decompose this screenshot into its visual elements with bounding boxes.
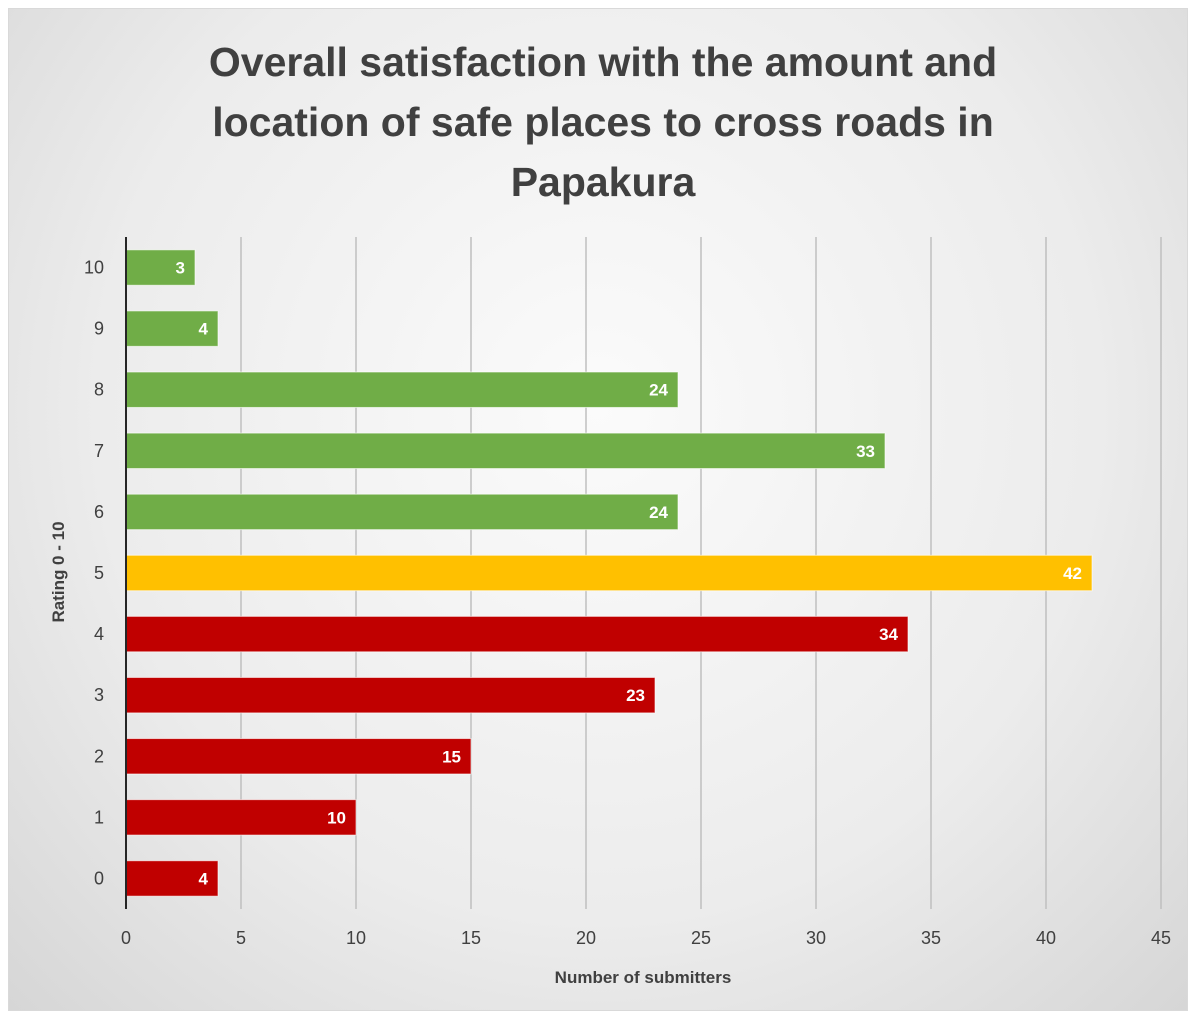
data-label-rating-0: 4 bbox=[199, 869, 209, 888]
bar-rating-6 bbox=[125, 493, 679, 531]
bar-rating-3 bbox=[125, 676, 656, 714]
x-tick-label: 30 bbox=[806, 928, 826, 948]
y-tick-label: 7 bbox=[94, 441, 104, 461]
data-label-rating-10: 3 bbox=[176, 259, 185, 278]
x-axis-title: Number of submitters bbox=[555, 968, 732, 987]
data-label-rating-8: 24 bbox=[649, 381, 668, 400]
x-tick-label: 10 bbox=[346, 928, 366, 948]
data-label-rating-4: 34 bbox=[879, 625, 898, 644]
chart-title-line-2: location of safe places to cross roads i… bbox=[212, 99, 994, 145]
y-tick-label: 8 bbox=[94, 380, 104, 400]
chart-title-line-1: Overall satisfaction with the amount and bbox=[209, 39, 997, 85]
x-tick-label: 45 bbox=[1151, 928, 1171, 948]
x-axis-tick-labels: 0 5 10 15 20 25 30 35 40 45 bbox=[121, 928, 1171, 948]
data-label-rating-9: 4 bbox=[199, 320, 209, 339]
x-tick-label: 35 bbox=[921, 928, 941, 948]
x-tick-label: 20 bbox=[576, 928, 596, 948]
bar-rating-7 bbox=[125, 432, 886, 470]
bars bbox=[125, 249, 1093, 897]
y-tick-label: 6 bbox=[94, 502, 104, 522]
y-axis-title: Rating 0 - 10 bbox=[49, 521, 68, 622]
chart-title: Overall satisfaction with the amount and… bbox=[209, 39, 997, 205]
y-tick-label: 0 bbox=[94, 868, 104, 888]
y-tick-label: 10 bbox=[84, 258, 104, 278]
data-label-rating-2: 15 bbox=[442, 747, 461, 766]
bar-rating-2 bbox=[125, 738, 472, 775]
chart-title-line-3: Papakura bbox=[511, 159, 697, 205]
bar-rating-8 bbox=[125, 371, 679, 408]
bar-rating-10 bbox=[125, 249, 196, 286]
data-label-rating-6: 24 bbox=[649, 503, 668, 522]
bar-rating-4 bbox=[125, 615, 909, 653]
x-tick-label: 0 bbox=[121, 928, 131, 948]
y-tick-label: 9 bbox=[94, 319, 104, 339]
y-tick-label: 2 bbox=[94, 746, 104, 766]
bar-rating-9 bbox=[125, 310, 219, 347]
x-tick-label: 25 bbox=[691, 928, 711, 948]
bar-rating-1 bbox=[125, 799, 357, 836]
y-tick-label: 4 bbox=[94, 624, 104, 644]
data-label-rating-5: 42 bbox=[1063, 564, 1082, 583]
x-tick-label: 5 bbox=[236, 928, 246, 948]
data-label-rating-1: 10 bbox=[327, 808, 346, 827]
x-tick-label: 40 bbox=[1036, 928, 1056, 948]
y-tick-label: 3 bbox=[94, 685, 104, 705]
data-labels: 4 10 15 23 34 42 24 33 24 4 3 bbox=[176, 259, 1082, 889]
x-tick-label: 15 bbox=[461, 928, 481, 948]
bar-rating-5 bbox=[125, 554, 1093, 592]
data-label-rating-3: 23 bbox=[626, 686, 645, 705]
data-label-rating-7: 33 bbox=[856, 442, 875, 461]
y-tick-label: 5 bbox=[94, 563, 104, 583]
y-tick-label: 1 bbox=[94, 807, 104, 827]
y-axis-tick-labels: 0 1 2 3 4 5 6 7 8 9 10 bbox=[84, 258, 104, 889]
